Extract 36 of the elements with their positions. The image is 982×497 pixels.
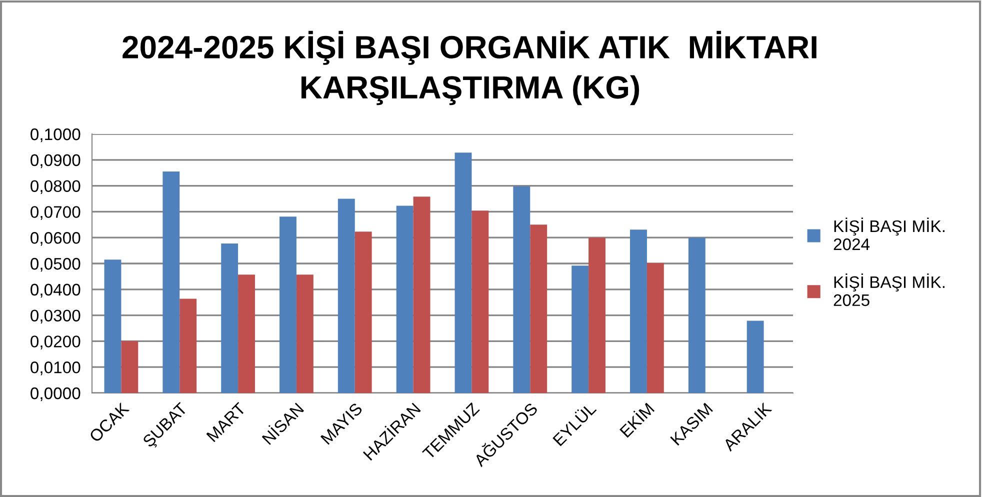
- y-tick-label: 0,0000: [30, 387, 80, 402]
- y-tick-label: 0,0400: [30, 284, 80, 298]
- bar: [646, 262, 664, 393]
- bar: [396, 206, 414, 393]
- bar: [338, 198, 355, 393]
- bar: [280, 216, 296, 393]
- y-tick-label: 0,0700: [30, 206, 80, 220]
- legend-label: KİŞİ BAŞI MİK. 2024: [834, 218, 944, 250]
- bar: [472, 210, 489, 393]
- bar: [513, 186, 530, 393]
- bar: [221, 244, 238, 393]
- bar: [413, 196, 430, 393]
- y-tick-label: 0,1000: [30, 128, 80, 142]
- bar: [746, 320, 764, 393]
- bar: [454, 152, 472, 393]
- bar: [630, 230, 647, 393]
- y-tick-label: 0,0900: [30, 154, 80, 168]
- bar: [162, 172, 180, 393]
- y-tick-label: 0,0500: [30, 258, 80, 272]
- bar: [572, 266, 589, 393]
- bar: [238, 274, 255, 393]
- bar: [354, 232, 372, 393]
- bar: [688, 238, 706, 393]
- y-tick-label: 0,0800: [30, 180, 80, 194]
- y-tick-label: 0,0200: [30, 336, 80, 350]
- bar: [121, 340, 138, 393]
- bar: [530, 224, 548, 393]
- bar: [296, 274, 314, 393]
- chart-title: 2024-2025 KİŞİ BAŞI ORGANİK ATIK MİKTARI KARŞILAŞTIRMA (KG): [122, 30, 816, 106]
- y-tick-label: 0,0100: [30, 362, 80, 376]
- y-tick-label: 0,0600: [30, 232, 80, 246]
- legend-label: KİŞİ BAŞI MİK. 2025: [834, 274, 944, 306]
- bar: [588, 238, 606, 393]
- y-tick-label: 0,0300: [30, 310, 80, 324]
- bar: [180, 298, 197, 393]
- bar: [104, 260, 122, 393]
